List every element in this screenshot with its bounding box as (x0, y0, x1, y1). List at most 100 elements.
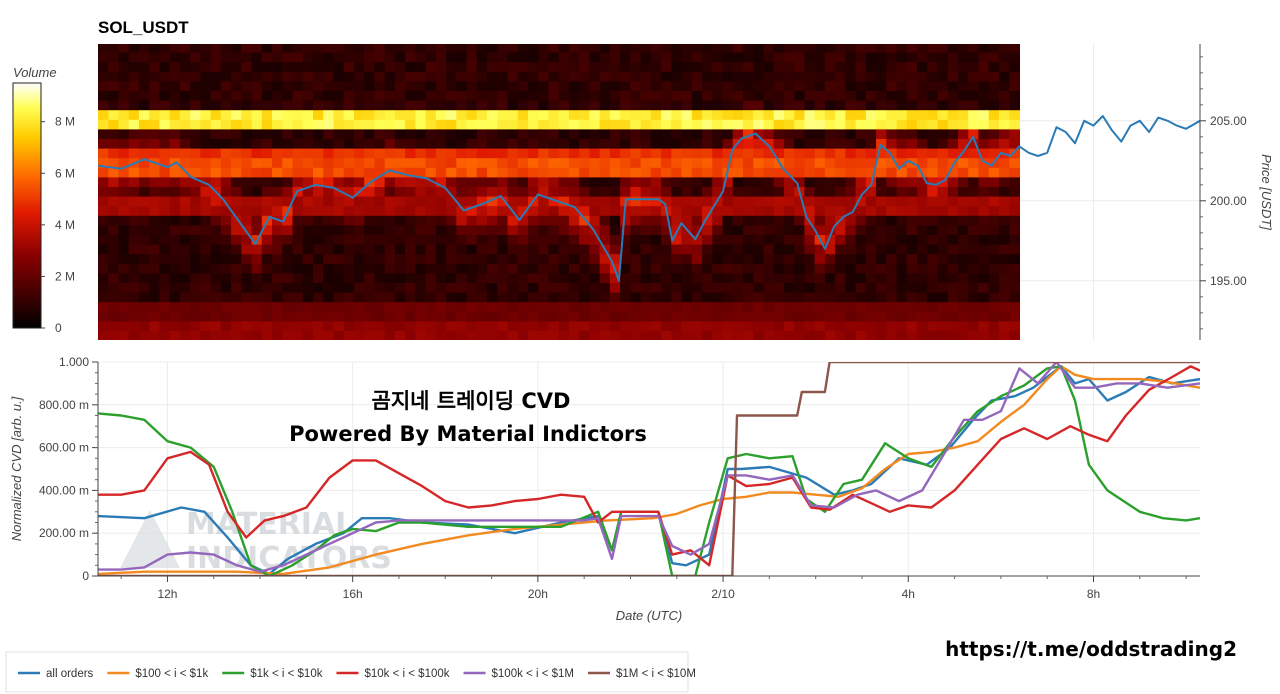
heatmap-cell (906, 205, 918, 216)
heatmap-cell (98, 52, 109, 63)
heatmap-cell (98, 157, 109, 168)
heatmap-cell (691, 301, 703, 312)
heatmap-cell (579, 176, 591, 187)
heatmap-cell (220, 186, 232, 197)
heatmap-cell (343, 61, 355, 72)
heatmap-cell (783, 138, 795, 149)
heatmap-cell (353, 244, 365, 255)
heatmap-cell (630, 320, 642, 331)
heatmap-cell (241, 100, 253, 111)
heatmap-cell (456, 320, 468, 331)
heatmap-cell (507, 272, 519, 283)
heatmap-cell (845, 320, 857, 331)
heatmap-cell (988, 215, 1000, 226)
heatmap-cell (896, 176, 908, 187)
heatmap-cell (620, 109, 631, 120)
heatmap-cell (640, 253, 652, 264)
heatmap-cell (353, 148, 365, 159)
heatmap-cell (712, 71, 724, 82)
heatmap-cell (681, 157, 693, 168)
heatmap-cell (650, 186, 662, 197)
heatmap-cell (425, 253, 437, 264)
heatmap-cell (497, 244, 509, 255)
heatmap-cell (98, 196, 109, 207)
heatmap-cell (149, 234, 161, 245)
heatmap-cell (241, 224, 253, 235)
heatmap-cell (149, 301, 161, 312)
heatmap-cell (548, 320, 560, 331)
heatmap-cell (988, 100, 1000, 111)
heatmap-cell (620, 138, 631, 149)
heatmap-cell (456, 215, 468, 226)
heatmap-cell (753, 320, 765, 331)
heatmap-cell (343, 292, 355, 303)
heatmap-cell (855, 272, 867, 283)
heatmap-cell (220, 119, 232, 130)
heatmap-cell (845, 282, 857, 293)
heatmap-cell (824, 138, 836, 149)
heatmap-cell (128, 52, 140, 63)
heatmap-cell (978, 186, 990, 197)
heatmap-cell (538, 224, 550, 235)
heatmap-cell (732, 61, 744, 72)
heatmap-cell (691, 44, 703, 53)
heatmap-cell (620, 320, 631, 331)
heatmap-cell (415, 244, 427, 255)
heatmap-cell (773, 148, 785, 159)
heatmap-cell (507, 330, 519, 340)
heatmap-cell (824, 119, 836, 130)
heatmap-cell (405, 80, 416, 91)
heatmap-cell (906, 128, 918, 139)
heatmap-cell (968, 176, 980, 187)
heatmap-cell (845, 176, 857, 187)
heatmap-cell (937, 330, 949, 340)
heatmap-cell (814, 263, 826, 274)
heatmap-cell (210, 61, 222, 72)
heatmap-cell (118, 263, 130, 274)
heatmap-cell (896, 148, 908, 159)
heatmap-cell (200, 148, 212, 159)
heatmap-cell (384, 330, 396, 340)
heatmap-cell (630, 292, 642, 303)
heatmap-cell (241, 301, 253, 312)
heatmap-cell (343, 138, 355, 149)
heatmap-cell (169, 80, 181, 91)
heatmap-cell (609, 330, 621, 340)
heatmap-cell (927, 205, 939, 216)
heatmap-cell (886, 119, 898, 130)
heatmap-cell (927, 138, 939, 149)
heatmap-cell (282, 196, 294, 207)
legend-label: $1M < i < $10M (616, 668, 696, 680)
heatmap-cell (650, 109, 662, 120)
heatmap-cell (753, 148, 765, 159)
heatmap-cell (138, 71, 150, 82)
heatmap-cell (773, 272, 785, 283)
heatmap-cell (753, 176, 765, 187)
heatmap-cell (845, 167, 857, 178)
heatmap-cell (466, 61, 478, 72)
heatmap-cell (722, 272, 734, 283)
heatmap-cell (855, 71, 867, 82)
colorbar (12, 82, 42, 329)
heatmap-cell (917, 320, 928, 331)
heatmap-cell (957, 80, 969, 91)
footer-url[interactable]: https://t.me/oddstrading2 (945, 637, 1237, 661)
heatmap-cell (773, 119, 785, 130)
heatmap-cell (241, 138, 253, 149)
heatmap-cell (589, 100, 601, 111)
heatmap-cell (302, 282, 314, 293)
heatmap-cell (190, 301, 201, 312)
heatmap-cell (538, 61, 550, 72)
heatmap-cell (159, 215, 171, 226)
heatmap-cell (241, 80, 253, 91)
heatmap-cell (620, 253, 631, 264)
heatmap-cell (978, 80, 990, 91)
heatmap-cell (128, 292, 140, 303)
heatmap-cell (138, 205, 150, 216)
heatmap-cell (128, 196, 140, 207)
heatmap-cell (794, 128, 806, 139)
heatmap-cell (691, 272, 703, 283)
heatmap-cell (507, 282, 519, 293)
heatmap-cell (292, 157, 304, 168)
